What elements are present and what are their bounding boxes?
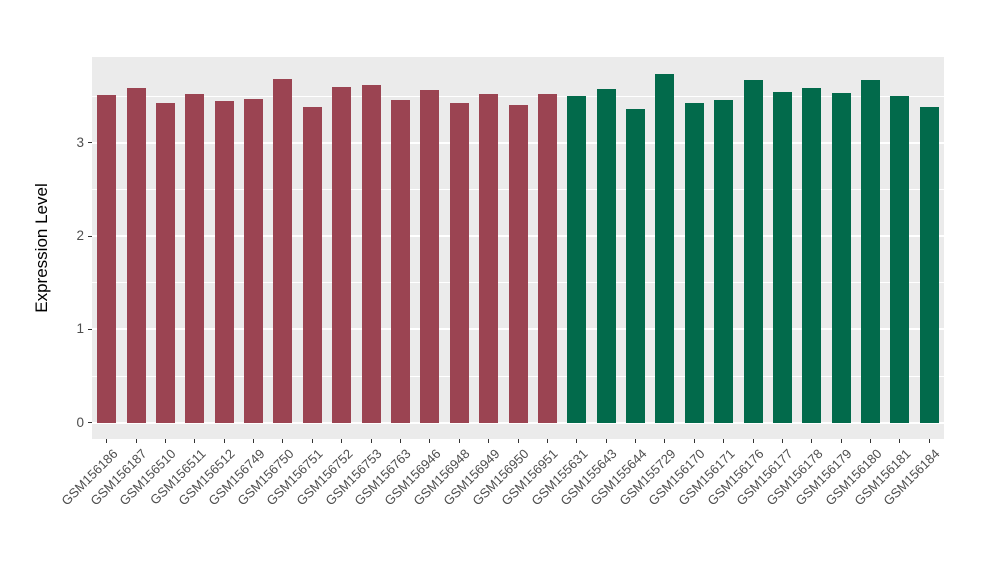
bar-GSM156763 — [390, 99, 410, 423]
x-tick-mark — [664, 439, 666, 443]
x-tick-mark — [311, 439, 313, 443]
bar-GSM156949 — [479, 94, 499, 423]
x-tick-mark — [870, 439, 872, 443]
bar-GSM156751 — [302, 107, 322, 423]
x-tick-mark — [458, 439, 460, 443]
x-tick-mark — [106, 439, 108, 443]
x-tick-mark — [488, 439, 490, 443]
x-tick-mark — [517, 439, 519, 443]
bar-GSM156184 — [919, 107, 939, 423]
y-tick-label: 1 — [76, 321, 84, 337]
x-tick-mark — [546, 439, 548, 443]
bar-GSM156177 — [772, 92, 792, 423]
x-tick-mark — [693, 439, 695, 443]
bar-GSM156946 — [420, 89, 440, 423]
x-tick-mark — [781, 439, 783, 443]
y-tick-mark — [88, 422, 92, 424]
plot-panel — [92, 57, 944, 439]
bar-GSM156187 — [126, 87, 146, 423]
bar-GSM156950 — [508, 104, 528, 423]
bar-GSM156186 — [97, 95, 117, 423]
y-tick-mark — [88, 328, 92, 330]
minor-gridline — [92, 95, 944, 97]
bar-GSM155643 — [596, 88, 616, 423]
x-tick-mark — [164, 439, 166, 443]
x-tick-mark — [429, 439, 431, 443]
x-tick-mark — [370, 439, 372, 443]
bar-GSM156750 — [273, 79, 293, 423]
bar-GSM156510 — [155, 102, 175, 423]
x-tick-mark — [253, 439, 255, 443]
bar-GSM156176 — [743, 80, 763, 423]
bar-GSM156181 — [890, 96, 910, 423]
bar-GSM156180 — [861, 80, 881, 423]
x-tick-mark — [341, 439, 343, 443]
x-tick-mark — [282, 439, 284, 443]
x-tick-mark — [899, 439, 901, 443]
bar-GSM156170 — [684, 102, 704, 423]
y-axis-title-text: Expression Level — [32, 183, 51, 313]
bar-GSM156179 — [831, 93, 851, 423]
y-tick-mark — [88, 235, 92, 237]
x-tick-mark — [223, 439, 225, 443]
bar-GSM155729 — [655, 73, 675, 423]
bar-GSM155644 — [626, 109, 646, 423]
x-tick-mark — [723, 439, 725, 443]
bar-GSM156951 — [537, 94, 557, 423]
x-tick-mark — [840, 439, 842, 443]
x-tick-mark — [576, 439, 578, 443]
y-tick-label: 3 — [76, 134, 84, 150]
x-tick-mark — [194, 439, 196, 443]
bar-GSM155631 — [567, 96, 587, 423]
x-tick-mark — [811, 439, 813, 443]
major-gridline — [92, 421, 944, 424]
bar-GSM156512 — [214, 100, 234, 423]
bar-GSM156752 — [332, 86, 352, 423]
x-tick-mark — [605, 439, 607, 443]
bar-GSM156753 — [361, 84, 381, 423]
bar-GSM156749 — [244, 98, 264, 423]
x-tick-mark — [399, 439, 401, 443]
y-tick-mark — [88, 142, 92, 144]
bar-GSM156171 — [714, 99, 734, 423]
y-tick-label: 0 — [76, 414, 84, 430]
y-tick-label: 2 — [76, 228, 84, 244]
bar-GSM156178 — [802, 87, 822, 423]
bar-GSM156948 — [449, 102, 469, 423]
x-tick-mark — [928, 439, 930, 443]
bar-GSM156511 — [185, 94, 205, 423]
x-tick-mark — [635, 439, 637, 443]
x-tick-mark — [752, 439, 754, 443]
x-tick-mark — [135, 439, 137, 443]
